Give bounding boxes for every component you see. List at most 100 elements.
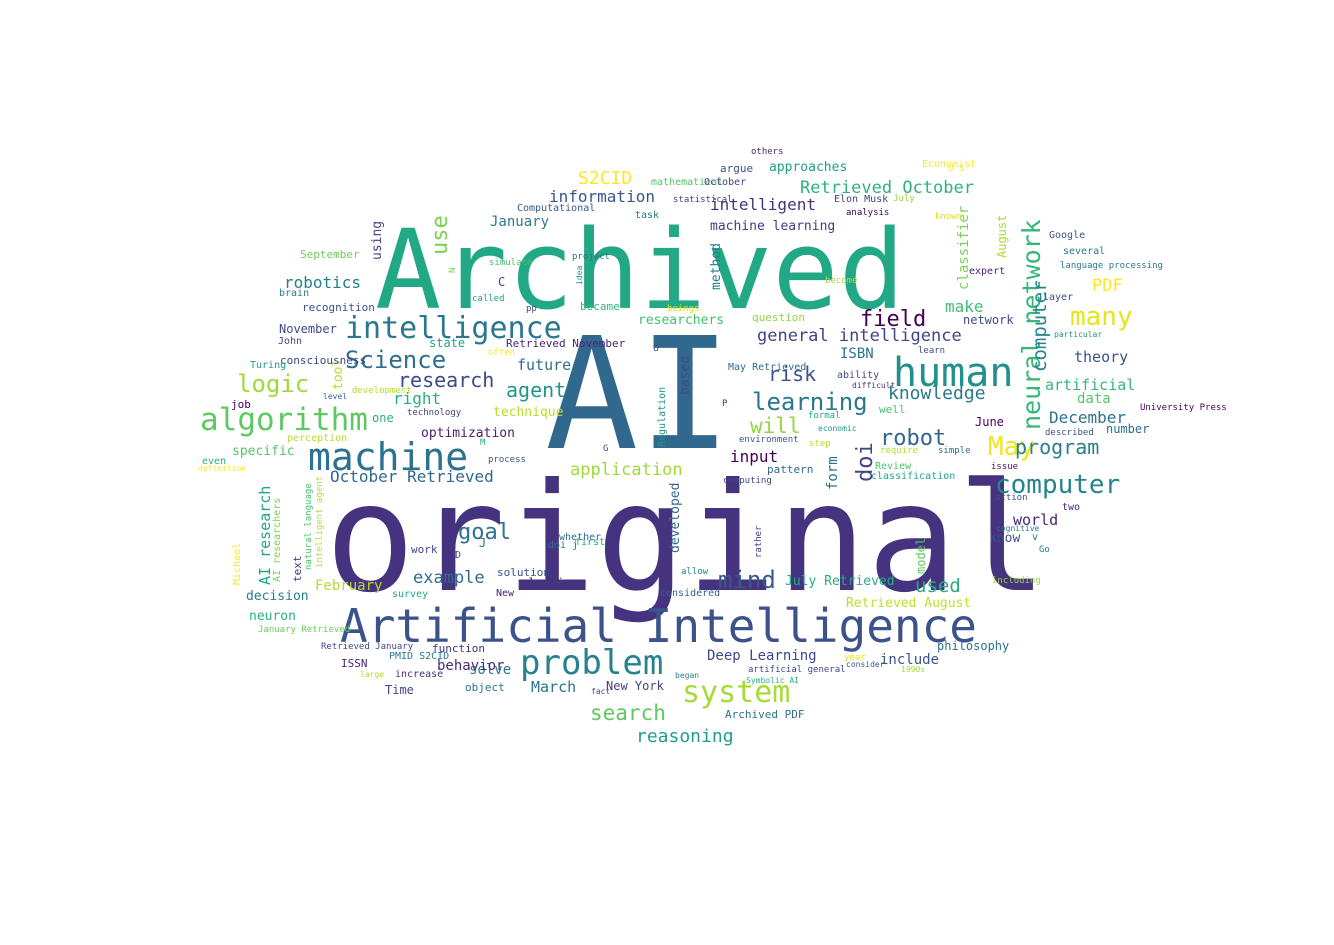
- word-new-york: New York: [606, 679, 665, 693]
- word-p: P: [722, 399, 728, 409]
- word-pp: pp: [526, 304, 537, 314]
- word-issn: ISSN: [341, 657, 368, 670]
- word-computing: computing: [723, 476, 772, 486]
- word-specific: specific: [232, 444, 295, 459]
- word-machine-learning: machine learning: [710, 219, 835, 234]
- word-c: C: [498, 275, 505, 289]
- word-google: Google: [1049, 230, 1085, 241]
- word-august: August: [995, 215, 1009, 258]
- word-deep-learning: Deep Learning: [707, 648, 817, 664]
- word-planning: planning: [521, 576, 579, 590]
- word-called: called: [472, 294, 505, 304]
- word-many: many: [1070, 302, 1133, 332]
- word-allow: allow: [681, 567, 709, 577]
- word-tool: tool: [331, 359, 346, 390]
- word-university-press: University Press: [1140, 403, 1227, 413]
- word-september: September: [300, 248, 360, 261]
- word-two: two: [1062, 502, 1080, 513]
- word-question: question: [752, 311, 805, 324]
- word-computational: Computational: [517, 203, 595, 214]
- word-one: one: [372, 411, 394, 425]
- word-consciousness: consciousness: [280, 354, 366, 367]
- word-ai: AI: [545, 304, 732, 485]
- word-use: use: [428, 215, 453, 255]
- word-including: including: [992, 576, 1041, 586]
- word-pmid-s2cid: PMID S2CID: [389, 651, 449, 662]
- word-technique: technique: [493, 405, 564, 420]
- word-problem: problem: [520, 643, 663, 683]
- word-algorithm: algorithm: [200, 402, 368, 438]
- word-issue: issue: [991, 462, 1018, 472]
- word-october: October: [704, 177, 746, 188]
- word-computer: computer: [995, 470, 1120, 500]
- word-march: March: [531, 678, 576, 696]
- word-intelligent-agent: intelligent agent: [315, 476, 325, 568]
- word-mathematical: mathematical: [651, 177, 723, 188]
- word-particular: particular: [1054, 330, 1102, 339]
- word-function: function: [432, 642, 485, 655]
- word-natural-language: natural language: [304, 483, 314, 570]
- word-agent: agent: [506, 378, 566, 402]
- word-rather: rather: [754, 525, 764, 558]
- word-n: N: [448, 268, 458, 273]
- word-environment: environment: [739, 435, 799, 445]
- word-known: known: [935, 212, 962, 222]
- word-described: described: [1045, 428, 1094, 438]
- word-first: first: [575, 537, 605, 548]
- word-february: February: [315, 578, 382, 594]
- word-symbolic-ai: Symbolic AI: [746, 676, 799, 685]
- word-general-intelligence: general intelligence: [757, 326, 962, 346]
- word-mind: mind: [718, 566, 776, 594]
- word-world: world: [1013, 511, 1058, 529]
- word-1990s: 1990s: [901, 665, 925, 674]
- word-used: used: [915, 575, 961, 597]
- word-step: step: [809, 439, 831, 449]
- word-june: June: [975, 415, 1004, 429]
- word-regulation: Regulation: [657, 387, 668, 447]
- word-ai-research: AI research: [256, 486, 274, 585]
- word-definition: definition: [198, 464, 246, 473]
- word-archived: Archived: [375, 206, 905, 334]
- word-november: November: [279, 322, 337, 336]
- word-know: know: [989, 531, 1020, 546]
- word-doi-j: doi j: [548, 540, 578, 551]
- word-began: began: [675, 671, 699, 680]
- word-robotics: robotics: [284, 273, 361, 292]
- word-often: often: [488, 348, 515, 358]
- word-state: state: [429, 336, 465, 350]
- word-decision: decision: [246, 589, 309, 604]
- word-will: will: [750, 414, 801, 438]
- word-d: D: [455, 550, 461, 561]
- word-network: network: [963, 313, 1014, 327]
- word-input: input: [730, 447, 778, 466]
- word-behavior: behavior: [437, 658, 504, 674]
- word-s2cid: S2CID: [578, 168, 632, 189]
- word-simulate: simulate: [489, 258, 532, 268]
- word-task: task: [635, 210, 659, 221]
- word-july: July: [893, 194, 915, 204]
- word-ability: ability: [837, 370, 879, 381]
- word-system: system: [682, 675, 790, 710]
- word-solution: solution: [497, 566, 550, 579]
- word-argue: argue: [720, 162, 753, 175]
- word-economist: Economist: [922, 159, 976, 170]
- word-new: New: [496, 588, 515, 599]
- word-intelligent: intelligent: [710, 195, 816, 214]
- word-object: object: [465, 681, 505, 694]
- word-original: original: [325, 452, 1047, 626]
- word-philosophy: philosophy: [937, 639, 1009, 653]
- word-classifier: classifier: [956, 206, 972, 290]
- word-developed: developed: [668, 483, 683, 553]
- word-december: December: [1049, 408, 1126, 427]
- word-pattern: pattern: [767, 463, 813, 476]
- word-turing: Turing: [250, 360, 286, 371]
- word-right: right: [393, 389, 441, 408]
- word-july-retrieved: July Retrieved: [785, 574, 895, 589]
- word-job: job: [231, 398, 251, 411]
- word-pdf: PDF: [1092, 276, 1123, 296]
- word-large: large: [360, 670, 384, 679]
- word-form: form: [825, 456, 841, 490]
- word-classification: classification: [871, 471, 955, 482]
- word-project: project: [572, 252, 610, 262]
- word-science: Science: [345, 346, 446, 374]
